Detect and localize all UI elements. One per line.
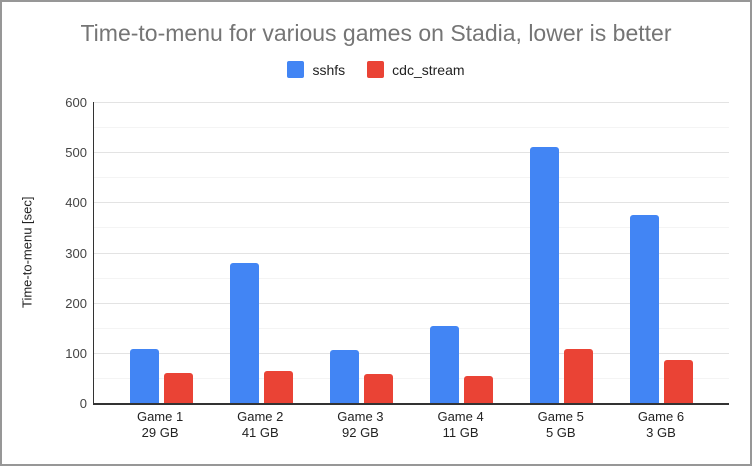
y-tick-label: 500 [65, 145, 87, 161]
x-axis-label-size: 5 GB [545, 425, 576, 440]
legend-item-sshfs: sshfs [287, 61, 345, 78]
major-gridline [94, 202, 729, 204]
bar-sshfs [529, 146, 559, 403]
legend-label-sshfs: sshfs [312, 61, 346, 78]
x-axis-label-name: Game 3 [337, 409, 384, 424]
y-tick-label: 100 [65, 345, 87, 361]
legend-label-cdc-stream: cdc_stream [392, 61, 465, 78]
x-axis-label-name: Game 1 [136, 409, 184, 424]
chart-title: Time-to-menu for various games on Stadia… [80, 20, 672, 46]
x-axis-label-size: 11 GB [442, 425, 479, 440]
minor-gridline [94, 127, 729, 129]
bar-group [311, 102, 411, 403]
bar-sshfs [229, 262, 259, 403]
bar-cdc_stream [563, 348, 593, 403]
bar-group [611, 102, 711, 403]
minor-gridline [94, 227, 729, 229]
y-axis-tick-labels: 0 100 200 300 400 500 600 [2, 95, 87, 411]
x-axis-label: Game 3 92 GB [310, 409, 410, 441]
x-axis-label-size: 3 GB [646, 425, 676, 440]
major-gridline [94, 102, 729, 103]
minor-gridline [94, 177, 729, 179]
major-gridline [94, 352, 729, 354]
bar-sshfs [329, 350, 359, 403]
y-tick-label: 600 [65, 95, 87, 110]
bar-cdc_stream [463, 376, 493, 403]
minor-gridline [94, 277, 729, 279]
bar-cdc_stream [163, 372, 193, 403]
x-axis-label-name: Game 2 [237, 409, 284, 424]
y-tick-label: 0 [79, 396, 87, 411]
legend-swatch-cdc-stream-icon [367, 61, 385, 78]
major-gridline [94, 252, 729, 254]
bar-group [511, 102, 611, 403]
legend-swatch-sshfs-icon [287, 61, 305, 78]
bar-cdc_stream [363, 374, 393, 403]
bar-sshfs [129, 349, 159, 403]
bar-group [111, 102, 211, 403]
y-tick-label: 200 [65, 295, 87, 311]
x-axis-label-size: 92 GB [342, 425, 379, 440]
major-gridline [94, 152, 729, 154]
minor-gridline [94, 377, 729, 379]
bar-group [211, 102, 311, 403]
bar-cdc_stream [263, 371, 293, 403]
bar-groups [94, 102, 729, 403]
x-axis-label-size: 29 GB [141, 425, 179, 440]
legend-item-cdc-stream: cdc_stream [367, 61, 465, 78]
minor-gridline [94, 327, 729, 329]
x-axis-label: Game 2 41 GB [210, 409, 310, 441]
bar-group [411, 102, 511, 403]
x-axis-label-size: 41 GB [241, 425, 279, 440]
x-axis-label: Game 1 29 GB [110, 409, 210, 441]
legend: sshfs cdc_stream [2, 61, 750, 78]
x-axis-label-name: Game 5 [537, 409, 584, 424]
bar-sshfs [429, 326, 459, 403]
bar-cdc_stream [663, 360, 693, 403]
y-tick-label: 300 [65, 245, 87, 261]
x-axis-label-name: Game 6 [637, 409, 685, 424]
plot-area [93, 102, 729, 405]
x-axis-label: Game 4 11 GB [411, 409, 511, 441]
x-axis-label-name: Game 4 [437, 409, 484, 424]
major-gridline [94, 302, 729, 304]
bar-sshfs [629, 215, 659, 403]
y-tick-label: 400 [65, 195, 87, 211]
